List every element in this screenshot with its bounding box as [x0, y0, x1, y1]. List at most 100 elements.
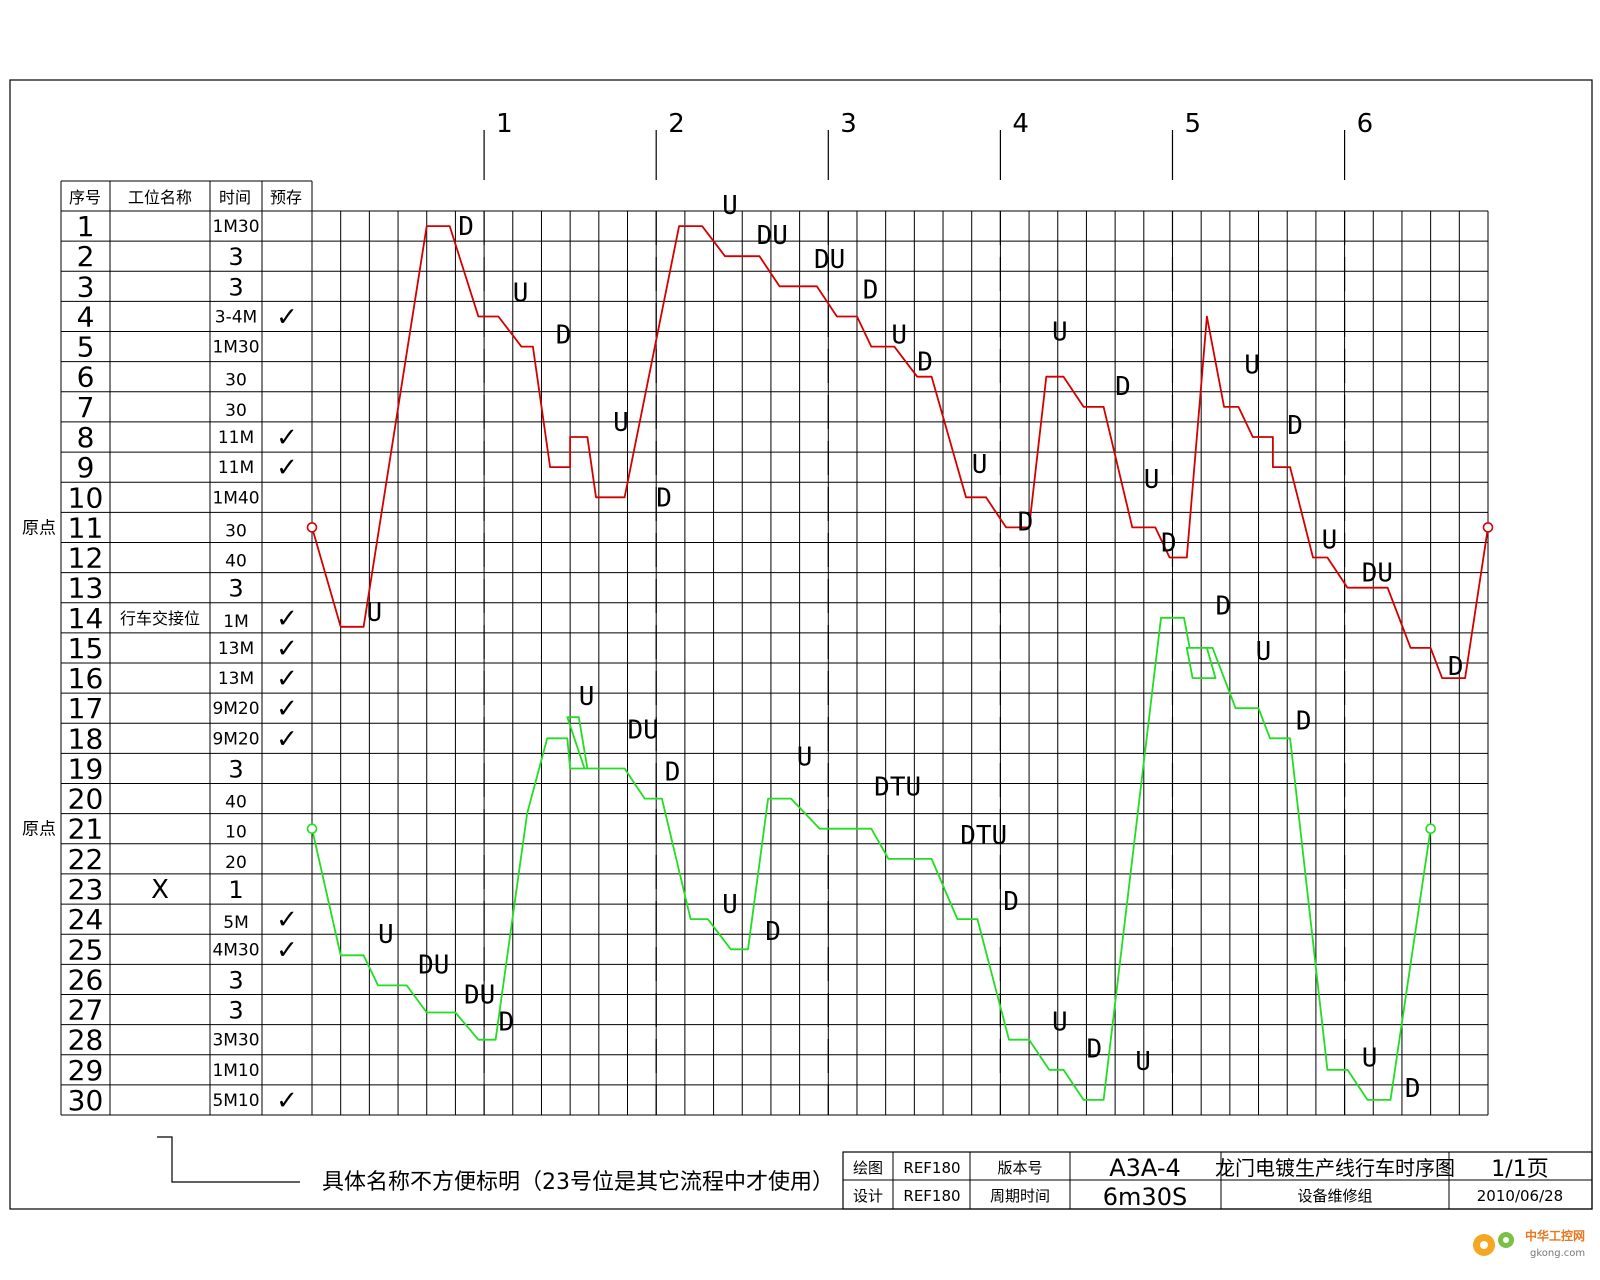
origin-label: 原点: [22, 820, 56, 840]
station-time: 11M: [218, 458, 254, 478]
station-seq: 19: [68, 752, 104, 785]
motion-label: D: [1161, 528, 1177, 558]
motion-label: U: [1135, 1047, 1151, 1077]
col-header-seq: 序号: [69, 188, 101, 207]
station-row: 24 5M ✓: [68, 903, 298, 936]
version-label: 版本号: [997, 1159, 1042, 1177]
station-name: X: [151, 875, 169, 905]
station-time: 3: [228, 755, 243, 783]
station-row: 29 1M10: [68, 1054, 260, 1087]
prestore-check-icon: ✓: [276, 905, 298, 935]
motion-label: D: [1216, 592, 1232, 622]
time-marker-label: 4: [1012, 109, 1029, 139]
motion-label: D: [556, 321, 572, 351]
station-seq: 20: [68, 783, 104, 816]
motion-label: DU: [628, 715, 659, 745]
station-row: 8 11M ✓: [77, 421, 298, 454]
time-marker-label: 2: [668, 109, 685, 139]
station-row: 9 11M ✓: [77, 451, 298, 484]
motion-label: D: [656, 483, 672, 513]
motion-label: DTU: [874, 773, 921, 803]
crane-red-path: [311, 225, 1489, 679]
station-row: 13 3: [68, 572, 244, 605]
station-row: 28 3M30: [68, 1024, 260, 1057]
note-leader-line: [157, 1136, 300, 1183]
station-seq: 6: [77, 361, 95, 394]
station-time: 5M: [223, 913, 248, 933]
station-row: 25 4M30 ✓: [68, 933, 298, 966]
station-seq: 7: [77, 391, 95, 424]
prestore-check-icon: ✓: [276, 604, 298, 634]
motion-label: D: [498, 1008, 514, 1038]
motion-label: U: [891, 321, 907, 351]
prestore-check-icon: ✓: [276, 423, 298, 453]
station-row: 6 30: [77, 361, 247, 394]
origin-circle-icon: [306, 522, 318, 533]
motion-label: D: [1003, 887, 1019, 917]
station-seq: 9: [77, 451, 95, 484]
design-value: REF180: [903, 1187, 960, 1205]
station-time: 1M40: [212, 488, 259, 508]
motion-label: U: [513, 278, 529, 308]
col-header-time: 时间: [219, 188, 251, 207]
station-row: 27 3: [68, 994, 244, 1027]
diagram-title: 龙门电镀生产线行车时序图: [1215, 1156, 1455, 1180]
time-grid: [311, 210, 1489, 1116]
watermark-en: gkong.com: [1530, 1248, 1585, 1259]
station-time: 5M10: [212, 1091, 259, 1111]
motion-label: U: [613, 408, 629, 438]
station-row: 14 行车交接位 1M ✓: [68, 602, 298, 635]
station-time: 13M: [218, 669, 254, 689]
station-seq: 15: [68, 632, 104, 665]
drawn-label: 绘图: [853, 1159, 883, 1177]
motion-label: D: [1287, 411, 1303, 441]
station-row: 4 3-4M ✓: [77, 300, 298, 333]
motion-label: U: [378, 920, 394, 950]
motion-label: D: [665, 757, 681, 787]
station-row: 12 40: [68, 542, 247, 575]
station-seq: 8: [77, 421, 95, 454]
station-seq: 2: [77, 240, 95, 273]
origin-circle-icon: [306, 823, 318, 835]
station-time: 9M20: [212, 729, 259, 749]
origin-label: 原点: [22, 518, 56, 538]
motion-label: U: [1362, 1044, 1378, 1074]
station-seq: 1: [77, 210, 95, 243]
drawn-value: REF180: [903, 1159, 960, 1177]
station-time: 11M: [218, 428, 254, 448]
prestore-check-icon: ✓: [276, 634, 298, 664]
watermark-cn: 中华工控网: [1525, 1228, 1585, 1243]
station-row: 16 13M ✓: [68, 662, 298, 695]
station-seq: 29: [68, 1054, 104, 1087]
station-row: 1 1M30: [77, 210, 260, 243]
note-area: 具体名称不方便标明（23号位是其它流程中才使用）: [157, 1136, 834, 1195]
station-seq: 14: [68, 602, 104, 635]
origin-circle-icon: [1425, 823, 1436, 835]
prestore-check-icon: ✓: [276, 1086, 298, 1116]
motion-label: U: [1322, 525, 1338, 555]
station-time: 40: [225, 793, 247, 813]
station-time: 9M20: [212, 699, 259, 719]
time-marker-label: 6: [1357, 109, 1374, 139]
page-number: 1/1页: [1491, 1157, 1548, 1182]
prestore-check-icon: ✓: [276, 453, 298, 483]
station-time: 1M10: [212, 1061, 259, 1081]
motion-label: D: [765, 917, 781, 947]
col-header-prestore: 预存: [270, 188, 302, 207]
motion-label: U: [797, 742, 813, 772]
station-seq: 30: [68, 1084, 104, 1117]
station-time: 1M: [223, 612, 248, 632]
station-seq: 5: [77, 331, 95, 364]
motion-label: D: [917, 348, 933, 378]
station-row: 5 1M30: [77, 331, 260, 364]
note-text: 具体名称不方便标明（23号位是其它流程中才使用）: [322, 1170, 834, 1195]
prestore-check-icon: ✓: [276, 664, 298, 694]
station-time: 4M30: [212, 940, 259, 960]
station-seq: 13: [68, 572, 104, 605]
station-seq: 27: [68, 994, 104, 1027]
prestore-check-icon: ✓: [276, 935, 298, 965]
